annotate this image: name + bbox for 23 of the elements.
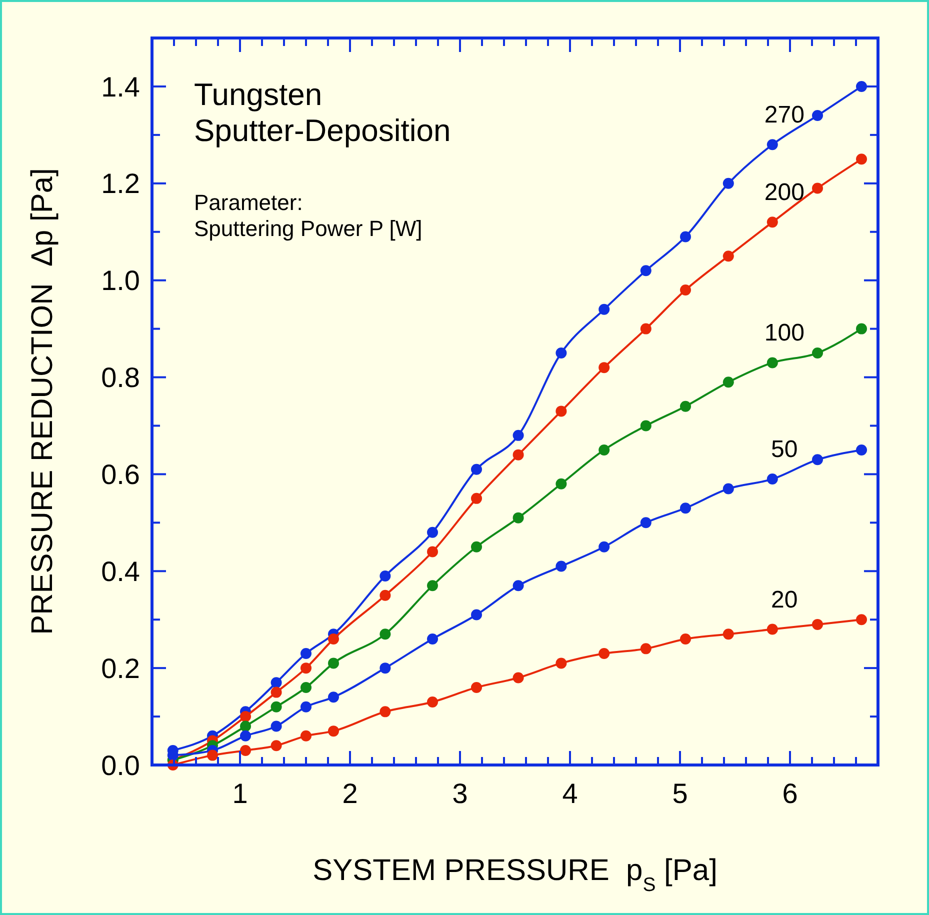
y-tick-label: 0.8 — [101, 362, 140, 394]
x-tick-label: 1 — [232, 778, 248, 809]
x-tick-label: 5 — [672, 778, 688, 809]
x-tick-label: 6 — [782, 778, 798, 809]
x-tick-label: 3 — [452, 778, 468, 809]
series-label: 20 — [771, 586, 798, 614]
x-tick-label: 4 — [562, 778, 578, 809]
x-axis-title: SYSTEM PRESSURE p$_{S}$ [Pa] — [312, 854, 718, 896]
series-label: 100 — [764, 320, 804, 347]
text: Tungsten Sputter-Deposition — [194, 77, 451, 148]
y-tick-label: 0.4 — [101, 556, 140, 587]
y-tick-label: 0.2 — [101, 652, 140, 684]
y-tick-label: 1.4 — [101, 71, 140, 102]
y-tick-label: 0.0 — [101, 750, 140, 781]
y-tick-label: 1.2 — [101, 168, 140, 200]
text: Parameter: Sputtering Power P [W] — [194, 190, 422, 241]
series-label: 270 — [764, 102, 804, 129]
y-axis-title: PRESSURE REDUCTION Δp [Pa] — [26, 168, 59, 635]
series-label: 50 — [771, 436, 798, 464]
y-tick-label: 0.6 — [101, 459, 140, 490]
x-tick-label: 2 — [342, 778, 358, 809]
series-label: 200 — [764, 179, 804, 206]
y-tick-label: 1.0 — [101, 265, 140, 296]
